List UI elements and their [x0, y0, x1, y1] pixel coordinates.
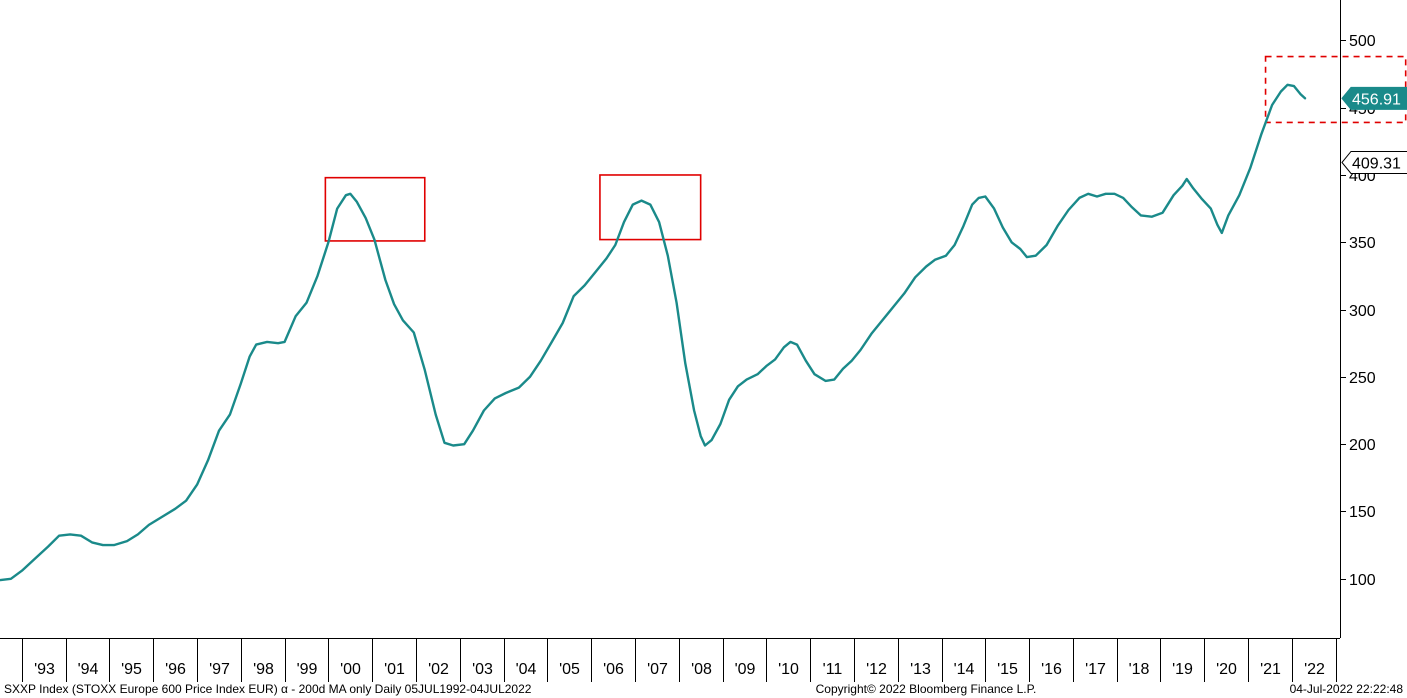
highlight-box	[599, 174, 702, 241]
x-tick-label: '18	[1129, 661, 1150, 678]
footer-copyright: Copyright© 2022 Bloomberg Finance L.P.	[816, 682, 1037, 696]
x-tick-label: '15	[997, 661, 1018, 678]
x-tick-label: '13	[910, 661, 931, 678]
highlight-box	[324, 176, 426, 242]
x-tick-label: '22	[1304, 661, 1325, 678]
x-tick-label: '98	[253, 661, 274, 678]
x-tick-label: '02	[428, 661, 449, 678]
series-line	[0, 83, 1307, 582]
x-tick-label: '00	[340, 661, 361, 678]
x-tick-label: '99	[297, 661, 318, 678]
x-tick-label: '01	[384, 661, 405, 678]
footer-timestamp: 04-Jul-2022 22:22:48	[1290, 682, 1404, 696]
x-tick-label: '96	[165, 661, 186, 678]
y-tick-label: 200	[1349, 437, 1376, 454]
x-tick-label: '06	[603, 661, 624, 678]
highlight-box-dashed	[1264, 55, 1407, 124]
x-tick-label: '21	[1260, 661, 1281, 678]
annotation-layer	[324, 55, 1407, 242]
y-tick-label: 150	[1349, 504, 1376, 521]
x-tick-label: '09	[735, 661, 756, 678]
last-value-badge	[1341, 86, 1407, 110]
y-tick-label: 100	[1349, 572, 1376, 589]
x-tick-label: '93	[34, 661, 55, 678]
x-tick-label: '19	[1172, 661, 1193, 678]
x-tick-label: '95	[121, 661, 142, 678]
x-tick-label: '04	[516, 661, 537, 678]
x-tick-label: '16	[1041, 661, 1062, 678]
x-tick-label: '07	[647, 661, 668, 678]
x-tick-label: '97	[209, 661, 230, 678]
footer-description: SXXP Index (STOXX Europe 600 Price Index…	[4, 682, 532, 696]
x-tick-label: '03	[472, 661, 493, 678]
reference-value-badge-text: 409.31	[1352, 155, 1401, 172]
footer: SXXP Index (STOXX Europe 600 Price Index…	[4, 682, 1403, 696]
last-value-labels: 456.91 409.31	[1341, 86, 1407, 174]
x-tick-label: '20	[1216, 661, 1237, 678]
x-tick-label: '94	[78, 661, 99, 678]
y-tick-label: 250	[1349, 370, 1376, 387]
x-tick-label: '05	[559, 661, 580, 678]
y-tick-label: 300	[1349, 303, 1376, 320]
x-tick-label: '12	[866, 661, 887, 678]
x-axis: '93 '94 '95 '96 '97 '98 '99 '00 '01 '02 '03 '04 '05 '…	[0, 638, 1340, 682]
series-layer	[0, 83, 1307, 582]
x-tick-label: '10	[778, 661, 799, 678]
x-tick-label: '08	[691, 661, 712, 678]
reference-value-badge	[1341, 150, 1407, 174]
last-value-badge-text: 456.91	[1352, 91, 1401, 108]
x-tick-label: '11	[823, 661, 843, 678]
y-tick-label: 500	[1349, 33, 1376, 50]
x-tick-label: '17	[1085, 661, 1106, 678]
y-tick-label: 350	[1349, 235, 1376, 252]
x-tick-label: '14	[954, 661, 975, 678]
